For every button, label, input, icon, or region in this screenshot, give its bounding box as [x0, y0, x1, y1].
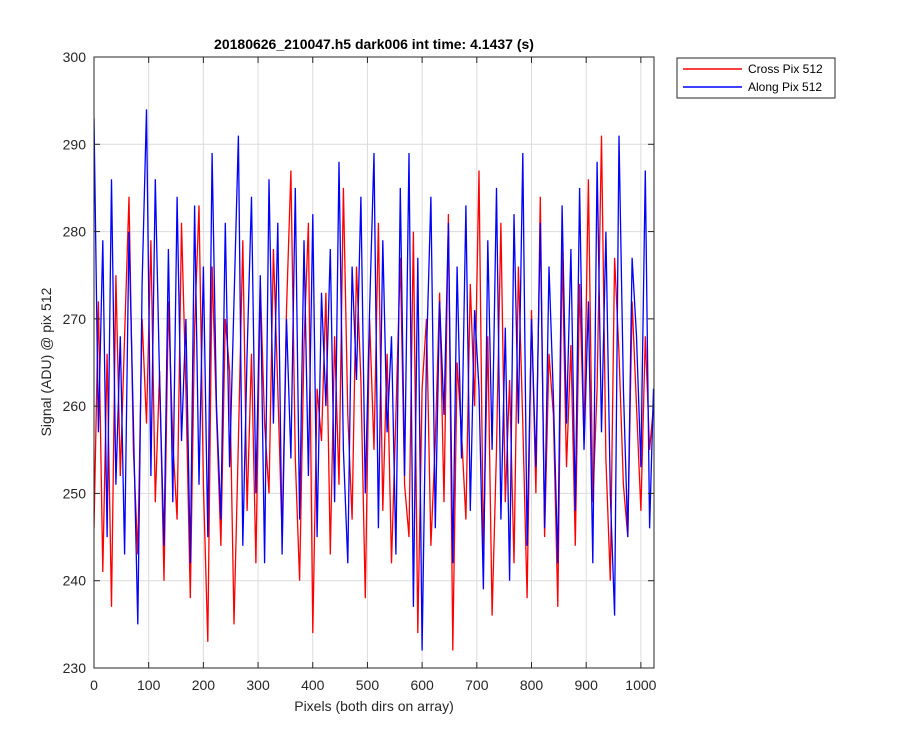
y-tick-label: 260 — [63, 398, 87, 414]
legend-label-cross: Cross Pix 512 — [748, 62, 823, 76]
x-tick-label: 0 — [90, 677, 98, 693]
x-axis-label: Pixels (both dirs on array) — [294, 698, 454, 714]
x-tick-label: 200 — [192, 677, 216, 693]
legend-box — [676, 57, 836, 99]
x-tick-label: 500 — [356, 677, 380, 693]
plot-area — [93, 56, 655, 669]
y-tick-label: 300 — [63, 49, 87, 65]
chart-title: 20180626_210047.h5 dark006 int time: 4.1… — [214, 36, 534, 52]
x-tick-label: 100 — [137, 677, 161, 693]
series-layer — [94, 109, 654, 651]
x-tick-label: 1000 — [625, 677, 656, 693]
y-tick-label: 240 — [63, 573, 87, 589]
y-tick-label: 280 — [63, 224, 87, 240]
legend: Cross Pix 512 Along Pix 512 — [676, 57, 836, 99]
y-tick-label: 290 — [63, 136, 87, 152]
legend-label-along: Along Pix 512 — [748, 80, 822, 94]
y-axis-label: Signal (ADU) @ pix 512 — [38, 287, 54, 436]
x-tick-label: 600 — [410, 677, 434, 693]
y-tick-label: 230 — [63, 660, 87, 676]
x-tick-label: 400 — [301, 677, 325, 693]
y-tick-label: 250 — [63, 485, 87, 501]
x-tick-label: 800 — [520, 677, 544, 693]
y-tick-label: 270 — [63, 311, 87, 327]
ticks: 0 100 200 300 400 500 600 700 800 900 1000 230 240 25… — [63, 49, 657, 693]
x-tick-label: 900 — [575, 677, 599, 693]
x-tick-label: 700 — [465, 677, 489, 693]
series-line-along — [94, 109, 654, 651]
x-tick-label: 300 — [246, 677, 270, 693]
